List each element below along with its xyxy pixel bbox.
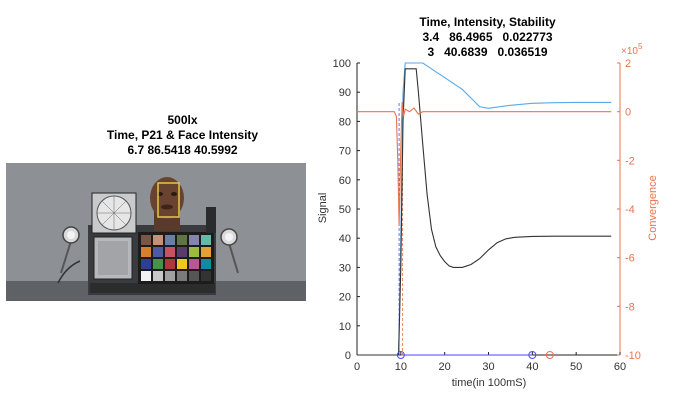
y-right-tick-label: -6	[625, 253, 635, 265]
series-line-blue	[357, 62, 612, 356]
color-patch	[165, 235, 175, 245]
y-left-tick-label: 20	[339, 292, 351, 304]
y-left-tick-label: 100	[333, 58, 351, 70]
color-patch	[141, 271, 151, 281]
x-tick-label: 40	[526, 361, 538, 373]
series-line-orange	[357, 101, 612, 227]
mannequin-head-icon	[150, 177, 184, 231]
y-left-tick-label: 10	[339, 321, 351, 333]
right-axis-exponent: ×105	[621, 42, 643, 57]
color-patch	[165, 271, 175, 281]
y-left-tick-label: 80	[339, 116, 351, 128]
y-right-tick-label: -8	[625, 301, 635, 313]
color-patch	[177, 235, 187, 245]
series-line-black	[357, 68, 612, 356]
x-tick-label: 30	[482, 361, 494, 373]
left-title-line-3: 6.7 86.5418 40.5992	[127, 143, 238, 157]
x-tick-label: 60	[614, 361, 626, 373]
y-right-tick-label: -10	[625, 350, 641, 362]
y-axis-left-label: Signal	[317, 193, 329, 224]
color-patch	[189, 247, 199, 257]
left-title-line-1: 500lx	[167, 113, 198, 127]
right-axis-exponent-base: ×10	[621, 46, 638, 57]
chart-title-line-1: Time, Intensity, Stability	[419, 15, 556, 29]
color-patch	[201, 235, 211, 245]
event-marker	[528, 351, 537, 359]
color-patch	[165, 247, 175, 257]
x-tick-label: 0	[354, 361, 360, 373]
color-patch	[165, 259, 175, 269]
x-tick-label: 10	[395, 361, 407, 373]
color-patch	[141, 235, 151, 245]
x-tick-label: 20	[439, 361, 451, 373]
color-patch	[141, 259, 151, 269]
y-left-tick-label: 30	[339, 262, 351, 274]
x-axis-label: time(in 100mS)	[452, 377, 527, 389]
y-right-tick-label: 2	[625, 58, 631, 70]
color-patch	[189, 235, 199, 245]
color-patch	[189, 259, 199, 269]
color-patch	[153, 235, 163, 245]
chart-title-line-2: 3.4 86.4965 0.022773	[422, 30, 552, 44]
y-left-tick-label: 90	[339, 87, 351, 99]
event-marker	[545, 351, 554, 359]
color-patch	[153, 259, 163, 269]
resolution-chart-icon	[91, 192, 137, 234]
color-patch	[177, 271, 187, 281]
event-marker	[396, 351, 405, 359]
color-patch	[189, 271, 199, 281]
color-patch	[177, 247, 187, 257]
chart-marks	[357, 62, 612, 359]
y-right-tick-label: -2	[625, 155, 635, 167]
right-axis-exponent-power: 5	[638, 42, 643, 51]
right-lamp-icon	[220, 228, 239, 274]
left-title-line-2: Time, P21 & Face Intensity	[106, 128, 259, 142]
x-tick-label: 50	[570, 361, 582, 373]
y-left-tick-label: 60	[339, 175, 351, 187]
camera-test-photo	[6, 163, 306, 301]
y-left-tick-label: 40	[339, 233, 351, 245]
gray-chart-icon	[93, 236, 133, 280]
color-checker-icon	[138, 232, 214, 284]
y-left-tick-label: 70	[339, 146, 351, 158]
chart-title-line-3: 3 40.6839 0.036519	[427, 45, 547, 59]
color-patch	[141, 247, 151, 257]
left-lamp-icon	[57, 226, 81, 284]
y-right-tick-label: 0	[625, 107, 631, 119]
color-patch	[177, 259, 187, 269]
signal-chart: Time, Intensity, Stability 3.4 86.4965 0…	[317, 15, 659, 389]
color-patch	[153, 271, 163, 281]
color-patch	[201, 259, 211, 269]
left-panel-title: 500lx Time, P21 & Face Intensity 6.7 86.…	[60, 113, 305, 158]
color-patch	[201, 271, 211, 281]
y-right-tick-label: -4	[625, 204, 635, 216]
color-patch	[201, 247, 211, 257]
y-axis-right-label: Convergence	[647, 175, 659, 240]
y-left-tick-label: 0	[345, 350, 351, 362]
color-patch	[153, 247, 163, 257]
y-left-tick-label: 50	[339, 204, 351, 216]
